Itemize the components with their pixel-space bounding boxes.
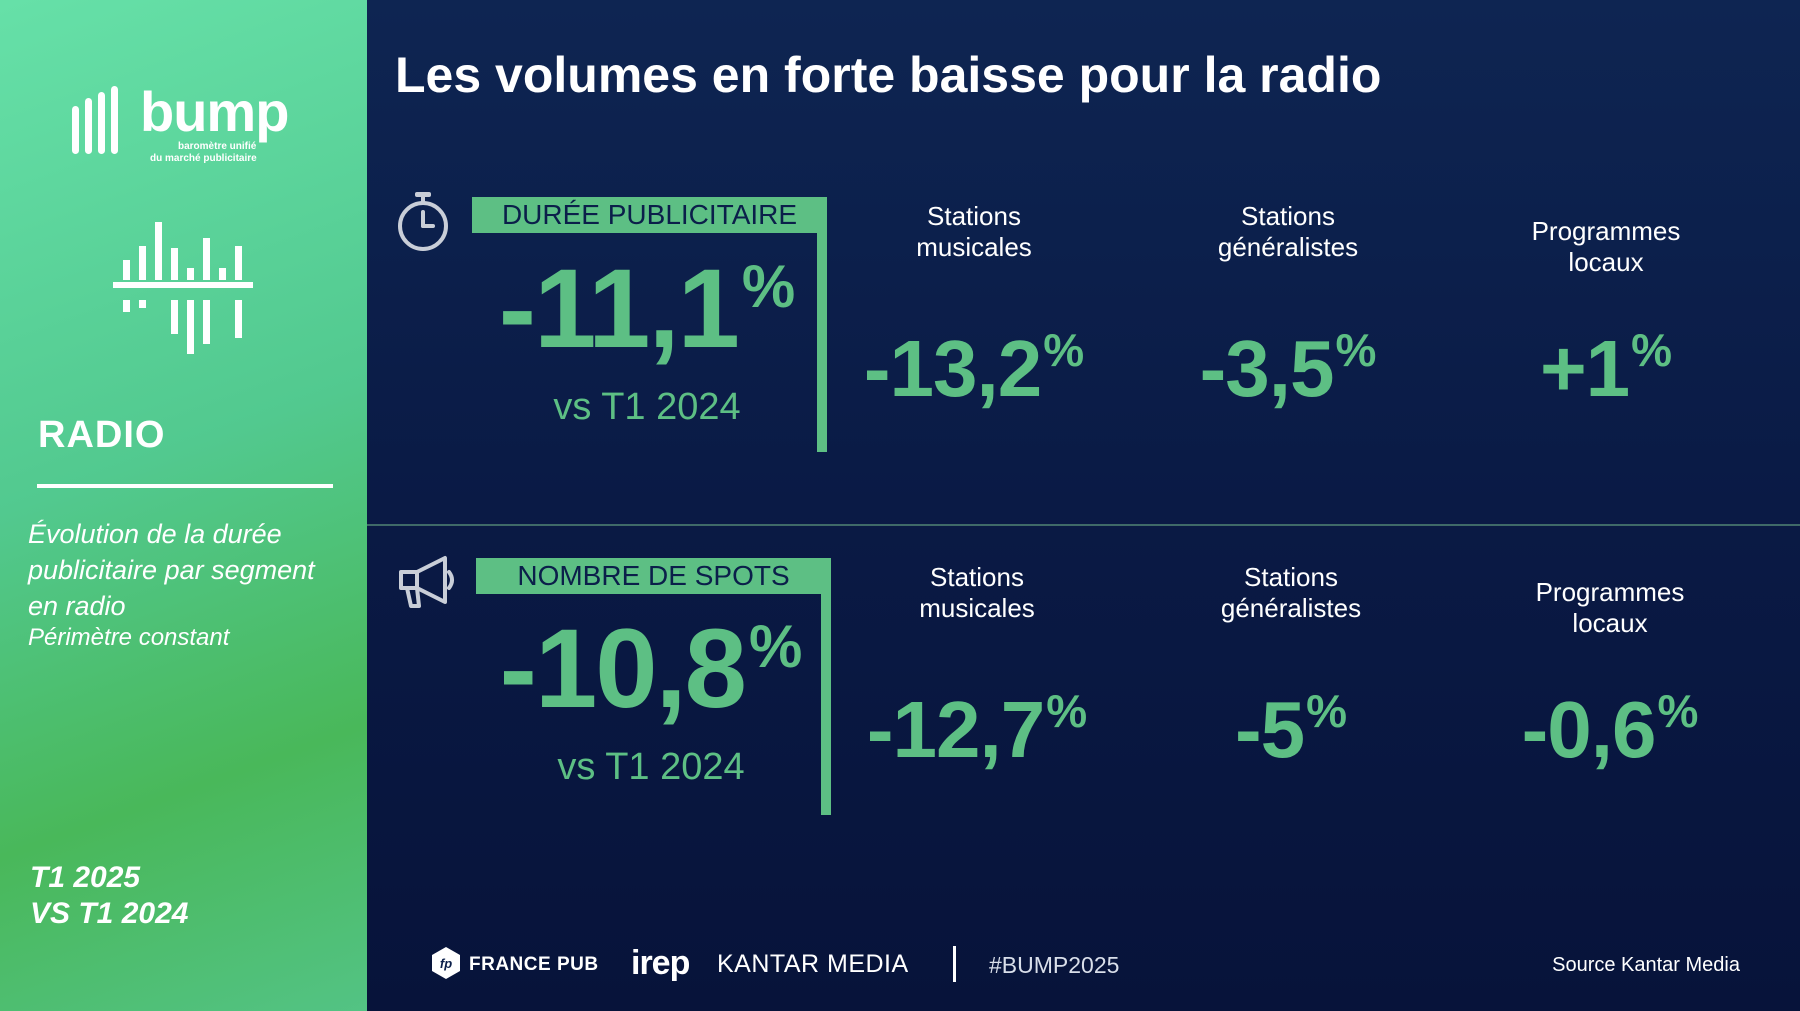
column-value: -5% [1234, 685, 1348, 774]
total-value: -11,1% [498, 246, 796, 371]
column-stations-musicales: Stations musicales -12,7% [837, 562, 1117, 774]
section-title: RADIO [38, 414, 166, 456]
section-divider [367, 524, 1800, 526]
logo-wordmark: bump [140, 80, 289, 143]
column-value: +1% [1539, 324, 1673, 413]
column-programmes-locaux: Programmes locaux -0,6% [1470, 577, 1750, 774]
radio-waveform-icon [113, 222, 253, 354]
description: Évolution de la durée publicitaire par s… [28, 519, 315, 621]
comparison-label: vs T1 2024 [557, 746, 745, 788]
footer: fp FRANCE PUB irep KANTAR MEDIA #BUMP202… [367, 940, 1800, 990]
section-spots: NOMBRE DE SPOTS -10,8% vs T1 2024 Statio… [367, 548, 1800, 848]
column-header: Programmes locaux [1531, 216, 1681, 277]
total-value: -10,8% [499, 606, 803, 731]
column-header: Stations généralistes [1217, 201, 1359, 262]
column-stations-generalistes: Stations généralistes -5% [1151, 562, 1431, 774]
fp-icon: fp [432, 947, 460, 979]
period-line-2: VS T1 2024 [30, 897, 189, 930]
column-stations-musicales: Stations musicales -13,2% [834, 201, 1114, 413]
page-title: Les volumes en forte baisse pour la radi… [395, 47, 1382, 103]
footer-separator [953, 946, 956, 982]
description-scope: Périmètre constant [28, 624, 230, 651]
partner-kantar-media: KANTAR MEDIA [717, 950, 909, 978]
source-note: Source Kantar Media [1552, 954, 1740, 976]
column-value: -3,5% [1199, 324, 1377, 413]
label-duree-publicitaire: DURÉE PUBLICITAIRE [472, 197, 827, 233]
label-nombre-de-spots: NOMBRE DE SPOTS [476, 558, 831, 594]
svg-text:fp: fp [440, 956, 452, 971]
logo-tagline-2: du marché publicitaire [150, 153, 257, 164]
main-panel: Les volumes en forte baisse pour la radi… [367, 0, 1800, 1011]
section-duree: DURÉE PUBLICITAIRE -11,1% vs T1 2024 Sta… [367, 186, 1800, 486]
column-header: Stations musicales [919, 562, 1035, 623]
hashtag: #BUMP2025 [989, 952, 1120, 978]
period-label: T1 2025 VS T1 2024 [30, 860, 188, 932]
sidebar: bump baromètre unifié du marché publicit… [0, 0, 367, 1011]
period-line-1: T1 2025 [30, 861, 141, 894]
column-value: -13,2% [863, 324, 1085, 413]
megaphone-icon [399, 556, 454, 608]
column-value: -12,7% [866, 685, 1088, 774]
bump-logo: bump baromètre unifié du marché publicit… [70, 84, 310, 174]
partner-france-pub: FRANCE PUB [469, 954, 599, 975]
column-header: Stations généralistes [1220, 562, 1362, 623]
column-header: Stations musicales [916, 201, 1032, 262]
column-programmes-locaux: Programmes locaux +1% [1466, 216, 1746, 413]
bracket-line [821, 558, 831, 815]
column-stations-generalistes: Stations généralistes -3,5% [1148, 201, 1428, 413]
column-value: -0,6% [1521, 685, 1699, 774]
divider [37, 484, 333, 488]
bracket-line [817, 197, 827, 452]
stopwatch-icon [398, 192, 448, 251]
logo-tagline-1: baromètre unifié [178, 141, 257, 152]
partner-irep: irep [631, 944, 690, 982]
bump-bars-icon [72, 86, 118, 154]
column-header: Programmes locaux [1535, 577, 1685, 638]
comparison-label: vs T1 2024 [553, 386, 741, 428]
